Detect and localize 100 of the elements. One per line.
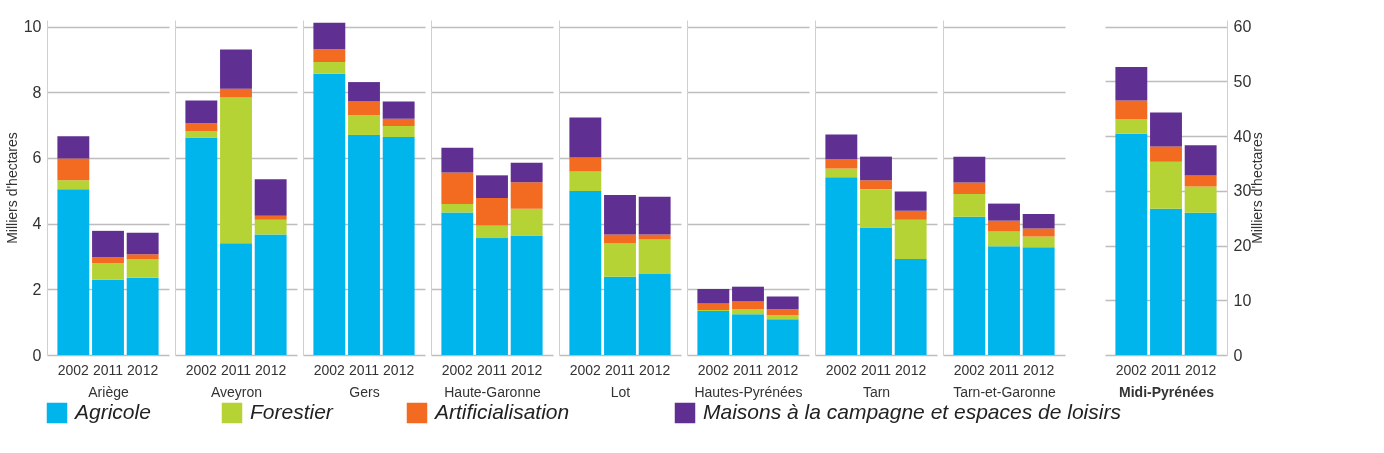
- bar: [860, 227, 892, 355]
- bar: [697, 288, 730, 304]
- bar: [348, 115, 380, 135]
- bar: [1150, 112, 1182, 147]
- bar: [1115, 133, 1148, 355]
- bar: [382, 136, 415, 355]
- bar: [254, 215, 287, 220]
- x-tick-label: 2012: [383, 361, 415, 378]
- bar: [604, 195, 636, 235]
- bar: [894, 210, 927, 220]
- x-tick-label: 2011: [1150, 361, 1182, 378]
- bar: [313, 49, 346, 63]
- bar: [57, 180, 90, 190]
- bar: [1184, 212, 1217, 355]
- y-tick-label: 2: [32, 280, 42, 298]
- x-axis-title: Midi-Pyrénées: [1119, 383, 1215, 400]
- bar: [569, 191, 602, 355]
- x-axis-title: Gers: [349, 383, 380, 400]
- bar: [569, 117, 602, 158]
- x-tick-label: 2002: [1115, 361, 1148, 378]
- bar: [732, 309, 764, 315]
- bar: [1115, 67, 1148, 101]
- bar: [510, 208, 543, 236]
- bar: [1184, 186, 1217, 213]
- bar: [220, 88, 252, 98]
- bar: [569, 171, 602, 192]
- y2-tick-label: 40: [1233, 127, 1252, 145]
- bar: [441, 147, 474, 173]
- bar: [860, 180, 892, 190]
- bar: [348, 134, 380, 355]
- x-tick-label: 2002: [953, 361, 986, 378]
- bar: [825, 168, 858, 178]
- bar: [382, 126, 415, 137]
- bar: [766, 315, 799, 320]
- legend-label: Agricole: [73, 400, 151, 423]
- bar: [254, 179, 287, 216]
- bar: [988, 220, 1020, 232]
- x-axis-title: Haute-Garonne: [444, 383, 541, 400]
- legend-label: Artificialisation: [433, 400, 570, 423]
- bar: [348, 101, 380, 116]
- bar: [638, 196, 671, 235]
- bar: [220, 49, 252, 89]
- bar: [988, 203, 1020, 221]
- bar: [92, 230, 124, 258]
- bar: [569, 157, 602, 172]
- bar: [825, 159, 858, 169]
- bar: [476, 175, 508, 199]
- x-tick-label: 2012: [1185, 361, 1217, 378]
- bar: [1150, 161, 1182, 209]
- bar: [894, 191, 927, 211]
- bar: [220, 243, 252, 355]
- bar: [860, 156, 892, 181]
- x-tick-label: 2002: [441, 361, 474, 378]
- bar: [126, 259, 159, 278]
- bar: [441, 172, 474, 204]
- bar: [1115, 119, 1148, 134]
- x-axis-title: Lot: [610, 383, 631, 400]
- x-tick-label: 2011: [988, 361, 1020, 378]
- legend-label: Forestier: [250, 400, 334, 423]
- bar: [638, 234, 671, 240]
- bar: [57, 136, 90, 159]
- bar: [57, 158, 90, 181]
- x-tick-label: 2002: [185, 361, 218, 378]
- bar: [313, 22, 346, 50]
- y2-tick-label: 30: [1233, 182, 1252, 200]
- bar: [476, 238, 508, 355]
- bar: [953, 156, 986, 183]
- x-tick-label: 2012: [1023, 361, 1055, 378]
- x-tick-label: 2011: [476, 361, 508, 378]
- bar: [254, 234, 287, 355]
- bar: [988, 231, 1020, 247]
- x-tick-label: 2012: [255, 361, 287, 378]
- bar: [476, 198, 508, 226]
- legend-label: Maisons à la campagne et espaces de loisirs: [703, 400, 1122, 423]
- y-tick-label: 10: [23, 18, 42, 36]
- bar: [732, 314, 764, 355]
- bar: [953, 216, 986, 355]
- bar: [476, 225, 508, 239]
- bar: [732, 301, 764, 310]
- bar: [766, 309, 799, 316]
- bar: [126, 254, 159, 260]
- bar: [825, 177, 858, 355]
- bar: [92, 279, 124, 355]
- bar: [894, 219, 927, 260]
- bar: [825, 134, 858, 160]
- x-tick-label: 2012: [511, 361, 543, 378]
- x-tick-label: 2002: [569, 361, 602, 378]
- y2-tick-label: 10: [1233, 291, 1252, 309]
- x-tick-label: 2002: [313, 361, 346, 378]
- x-tick-label: 2002: [825, 361, 858, 378]
- x-tick-label: 2011: [92, 361, 124, 378]
- bar: [441, 212, 474, 355]
- bar: [604, 243, 636, 277]
- x-tick-label: 2011: [348, 361, 380, 378]
- bar: [185, 131, 218, 138]
- y2-tick-label: 0: [1233, 346, 1243, 364]
- x-tick-label: 2011: [220, 361, 252, 378]
- bar: [1022, 214, 1055, 229]
- x-axis-title: Ariège: [88, 383, 129, 400]
- bar: [1150, 208, 1182, 355]
